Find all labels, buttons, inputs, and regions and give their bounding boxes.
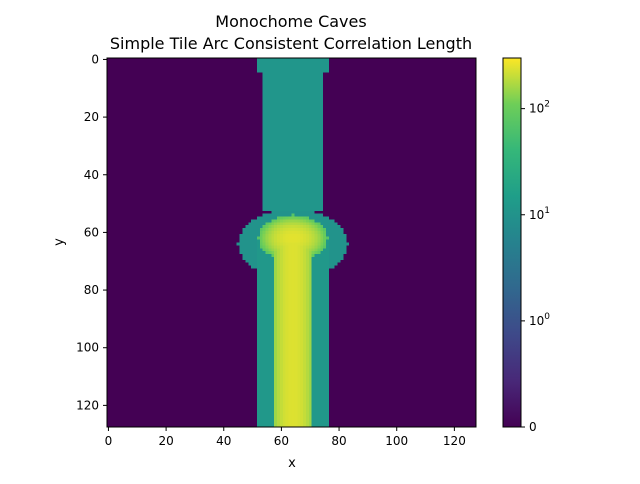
y-tick-label: 120 (76, 398, 99, 412)
x-tick-label: 20 (158, 434, 173, 448)
x-axis: 0 20 40 60 80 100 120 (105, 427, 466, 448)
colorbar-tick-label: 101 (529, 206, 550, 222)
y-tick-label: 40 (84, 168, 99, 182)
colorbar-ticks: 0 100 101 102 (521, 100, 550, 434)
heatmap-plot-area (106, 57, 477, 428)
y-axis: 0 20 40 60 80 100 120 (76, 52, 107, 412)
colorbar-gradient (502, 57, 522, 428)
chart-title: Monochome Caves (215, 12, 366, 31)
x-tick-label: 60 (274, 434, 289, 448)
y-axis-label: y (52, 238, 67, 246)
x-tick-label: 40 (216, 434, 231, 448)
colorbar-tick-label: 102 (529, 100, 550, 116)
x-tick-label: 0 (105, 434, 113, 448)
chart-subtitle: Simple Tile Arc Consistent Correlation L… (110, 34, 472, 53)
x-tick-label: 80 (331, 434, 346, 448)
x-tick-label: 100 (385, 434, 408, 448)
y-tick-label: 60 (84, 225, 99, 239)
y-tick-label: 100 (76, 341, 99, 355)
colorbar-tick-label: 0 (529, 420, 537, 434)
heatmap-image (107, 58, 476, 427)
y-tick-label: 0 (91, 52, 99, 66)
y-tick-label: 80 (84, 283, 99, 297)
x-tick-label: 120 (443, 434, 466, 448)
colorbar-tick-label: 100 (529, 312, 550, 328)
colorbar: 0 100 101 102 (502, 57, 550, 434)
plot-frame (106, 57, 477, 428)
x-axis-label: x (288, 456, 296, 471)
y-tick-label: 20 (84, 110, 99, 124)
